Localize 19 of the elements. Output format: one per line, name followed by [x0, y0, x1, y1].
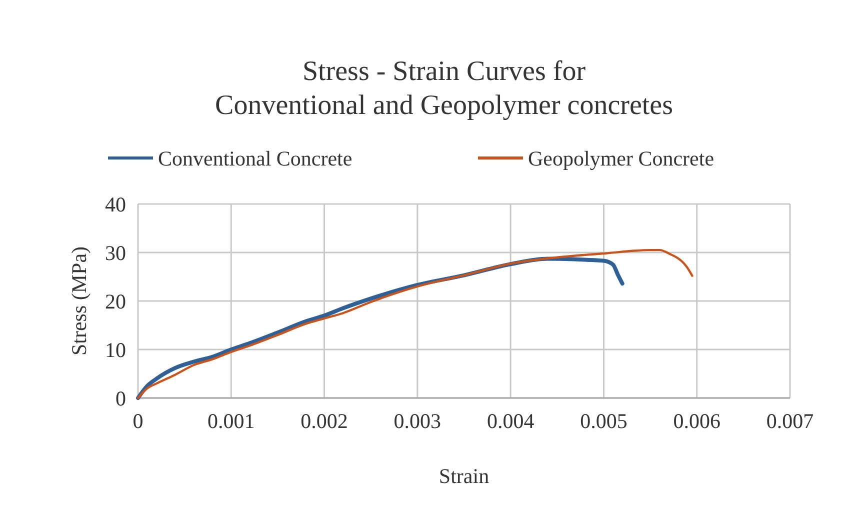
chart-title: Stress - Strain Curves for Conventional and Geopolymer concretes — [215, 56, 673, 121]
y-tick-label: 20 — [105, 289, 126, 314]
legend-label: Geopolymer Concrete — [528, 146, 714, 170]
x-tick-label: 0.006 — [673, 409, 720, 433]
x-tick-label: 0.005 — [580, 409, 628, 433]
y-axis-title: Stress (MPa) — [67, 246, 91, 356]
line-series — [136, 248, 694, 400]
y-tick-label: 30 — [105, 240, 126, 265]
x-tick-label: 0.003 — [394, 409, 442, 433]
x-tick-label: 0.002 — [300, 409, 348, 433]
x-tick-label: 0.007 — [766, 409, 814, 433]
y-tick-label: 0 — [116, 386, 126, 410]
legend-label: Conventional Concrete — [158, 146, 352, 170]
x-axis-title: Strain — [438, 464, 490, 488]
y-tick-label: 40 — [105, 192, 126, 216]
y-tick-label: 10 — [105, 338, 126, 362]
x-tick-label: 0.001 — [208, 409, 255, 433]
x-tick-label: 0.004 — [486, 409, 535, 433]
x-tick-label: 0 — [132, 409, 144, 433]
